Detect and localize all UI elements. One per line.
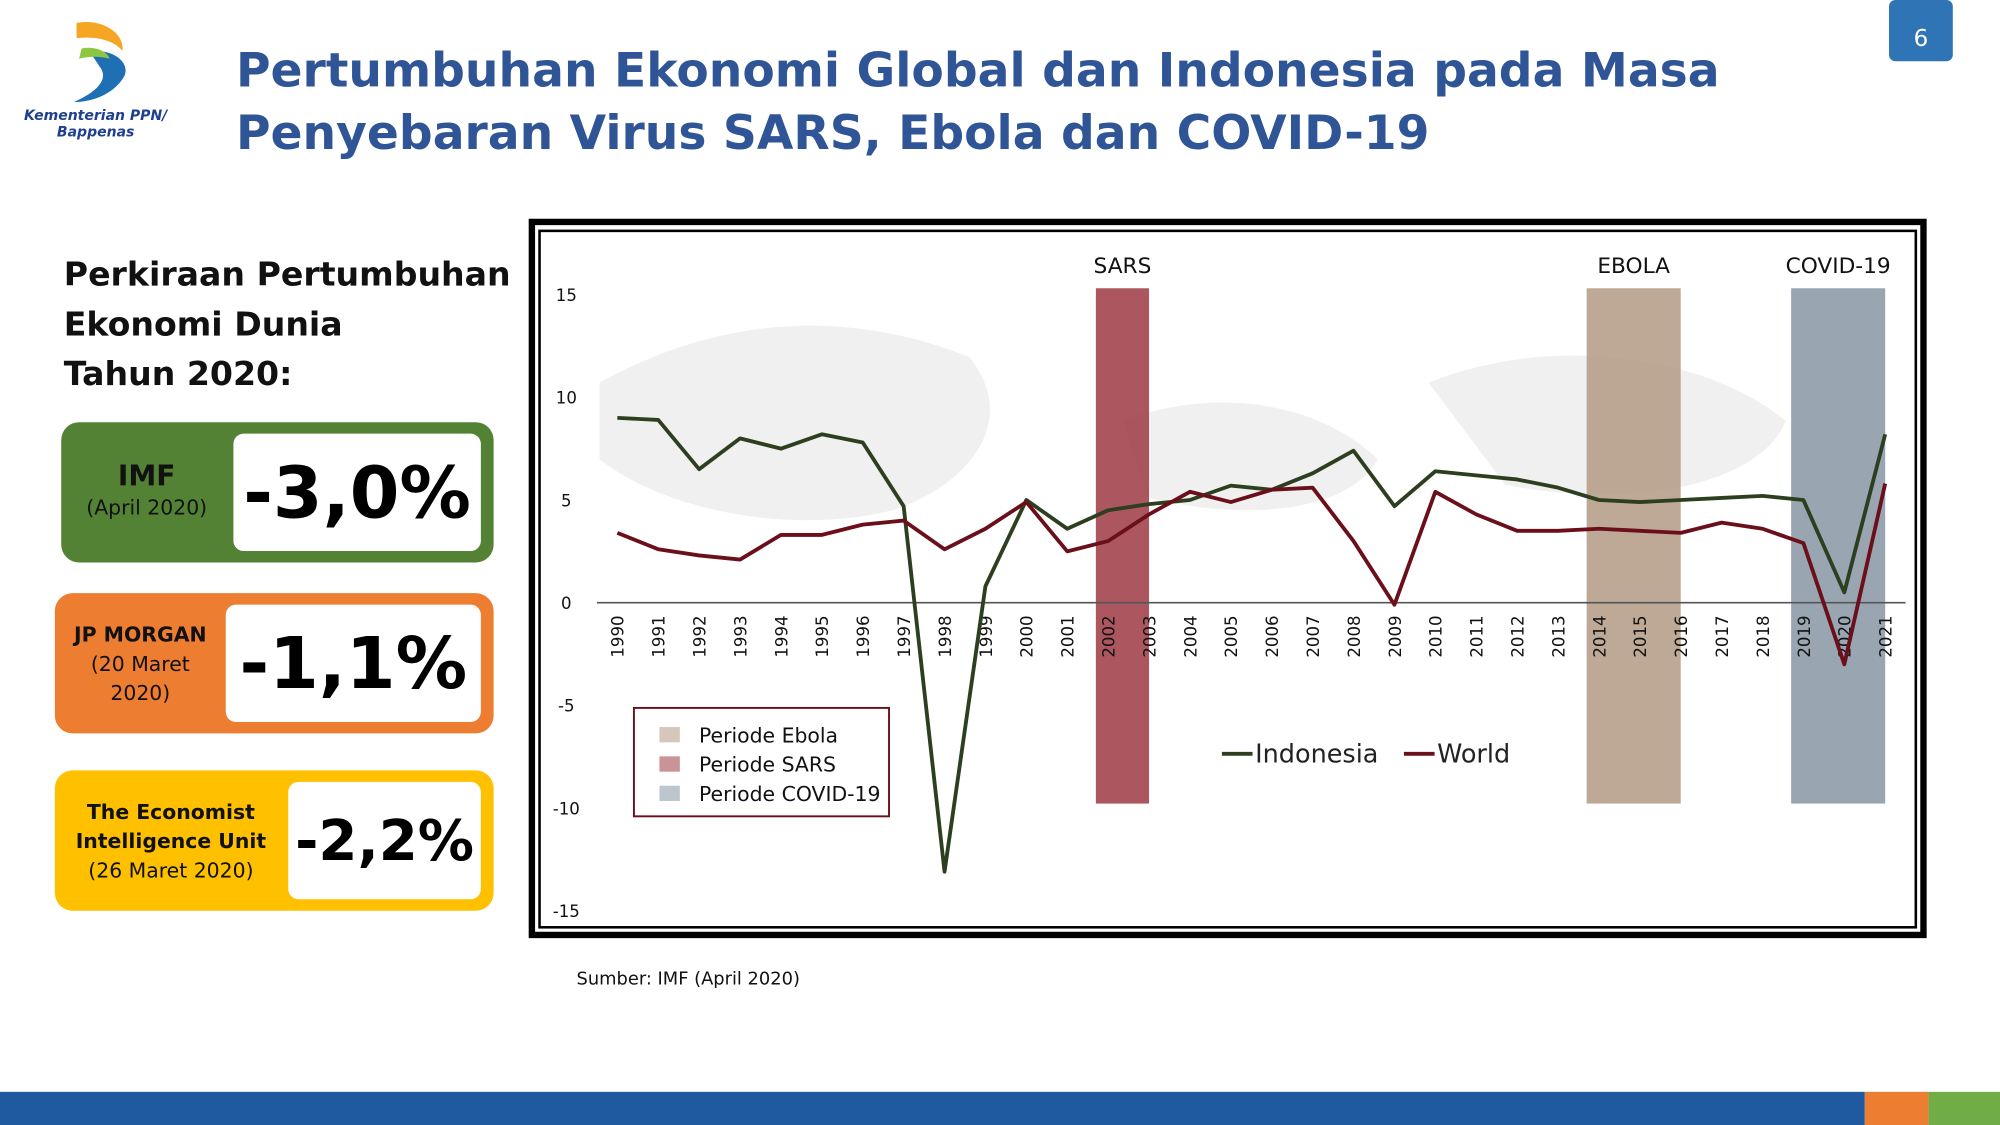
card-figure: -3,0% <box>243 451 471 534</box>
legend-swatch <box>659 727 680 743</box>
legend-label: Periode Ebola <box>699 723 838 747</box>
x-tick-label: 1996 <box>854 615 873 657</box>
page-badge <box>1889 0 1953 62</box>
map-background <box>599 325 1786 521</box>
legend-swatch <box>659 756 680 772</box>
x-tick-label: 2008 <box>1345 615 1364 657</box>
card-note: (April 2020) <box>86 496 207 520</box>
period-band <box>1095 288 1150 804</box>
x-tick-label: 1994 <box>772 615 791 657</box>
panel-heading: Ekonomi Dunia <box>64 304 343 343</box>
x-tick-label: 2021 <box>1877 615 1896 657</box>
x-tick-label: 2010 <box>1427 615 1446 657</box>
y-tick-label: 10 <box>556 389 577 408</box>
x-tick-label: 2015 <box>1631 615 1650 657</box>
x-tick-label: 2012 <box>1508 615 1527 657</box>
x-tick-label: 1998 <box>936 615 955 657</box>
footer-bar <box>1864 1091 1929 1125</box>
y-tick-label: -10 <box>553 799 580 818</box>
x-tick-label: 1991 <box>650 615 669 657</box>
card-note: 2020) <box>110 681 170 705</box>
chart: SARS EBOLA COVID-19 -15 -10 -5 0 5 10 15 1990 1991 1… <box>553 254 1906 921</box>
x-tick-label: 2018 <box>1754 615 1773 657</box>
source: Sumber: IMF (April 2020) <box>577 969 800 990</box>
logo: Kementerian PPN/ Bappenas <box>24 21 169 140</box>
card-note: (26 Maret 2020) <box>88 859 253 883</box>
card-name: IMF <box>118 459 176 492</box>
period-label: SARS <box>1094 254 1152 279</box>
x-tick-label: 2016 <box>1672 615 1691 657</box>
x-tick-label: 2014 <box>1590 615 1609 657</box>
title-line: Penyebaran Virus SARS, Ebola dan COVID-1… <box>236 106 1430 161</box>
x-tick-label: 2009 <box>1386 615 1405 657</box>
y-tick-label: 5 <box>561 491 572 510</box>
x-tick-label: 2003 <box>1140 615 1159 657</box>
legend-swatch <box>659 785 680 802</box>
x-tick-label: 1990 <box>609 615 628 657</box>
card-note: (20 Maret <box>91 652 190 676</box>
legend-label: Periode COVID-19 <box>699 782 881 806</box>
period-label: COVID-19 <box>1786 254 1891 279</box>
x-tick-label: 1992 <box>691 615 710 657</box>
legend-label: Indonesia <box>1255 740 1378 770</box>
card-value-box <box>225 604 481 722</box>
footer-bar <box>0 1091 1865 1125</box>
series-line <box>617 415 1888 874</box>
y-tick-label: 15 <box>556 286 577 305</box>
y-tick-label: -15 <box>553 902 580 921</box>
x-tick-label: 2006 <box>1263 615 1282 657</box>
legend-label: Periode SARS <box>699 753 836 777</box>
x-tick-label: 2004 <box>1181 615 1200 657</box>
card-value-box <box>288 781 481 900</box>
x-tick-label: 2000 <box>1018 615 1037 657</box>
panel-heading: Perkiraan Pertumbuhan <box>64 255 511 294</box>
x-tick-label: 2007 <box>1304 615 1323 657</box>
series-line <box>616 483 1888 667</box>
x-tick-label: 2017 <box>1713 615 1732 657</box>
x-tick-label: 2005 <box>1222 615 1241 657</box>
x-tick-label: 2013 <box>1549 615 1568 657</box>
card-name: Intelligence Unit <box>76 829 267 853</box>
card-name: JP MORGAN <box>72 623 207 647</box>
legend-label: World <box>1437 740 1510 770</box>
logo-text: Kementerian PPN/ <box>24 108 169 124</box>
x-tick-label: 2011 <box>1468 615 1487 657</box>
x-tick-label: 2001 <box>1059 615 1078 657</box>
x-tick-label: 2019 <box>1795 615 1814 657</box>
page-number: 6 <box>1914 26 1929 52</box>
panel-heading: Tahun 2020: <box>64 354 293 393</box>
logo-text: Bappenas <box>57 124 135 140</box>
card-value-box <box>233 433 481 552</box>
x-tick-label: 2002 <box>1100 615 1119 657</box>
period-label: EBOLA <box>1597 254 1670 279</box>
forecast-panel: Perkiraan Pertumbuhan Ekonomi Dunia Tahun … <box>54 255 511 911</box>
period-band <box>1586 288 1681 804</box>
card-figure: -1,1% <box>239 622 467 705</box>
x-tick-label: 1997 <box>895 615 914 657</box>
y-tick-label: -5 <box>558 697 575 716</box>
y-tick-label: 0 <box>561 594 572 613</box>
card-name: The Economist <box>87 800 255 824</box>
x-tick-label: 1993 <box>731 615 750 657</box>
title-line: Pertumbuhan Ekonomi Global dan Indonesia… <box>236 44 1720 99</box>
x-tick-label: 1995 <box>813 615 832 657</box>
footer-bar <box>1928 1091 2000 1125</box>
card-figure: -2,2% <box>295 809 474 874</box>
